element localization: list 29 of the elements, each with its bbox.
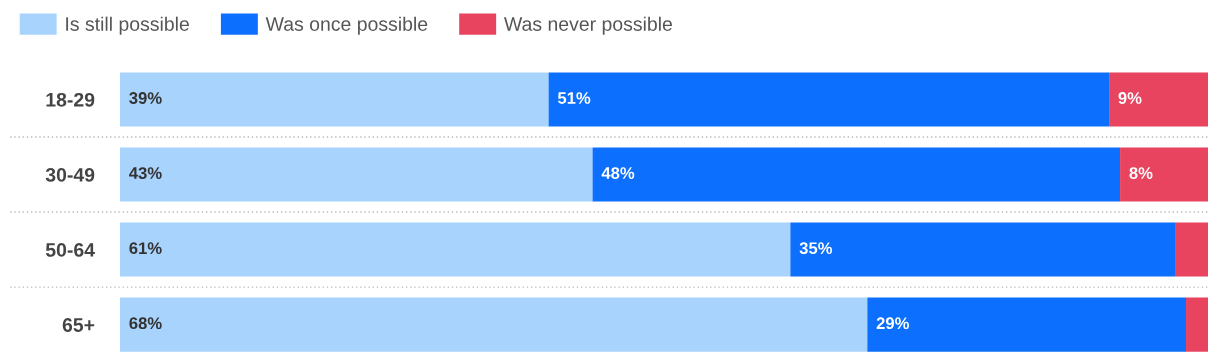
bar [1120,147,1208,202]
bar [1109,72,1208,127]
data-label: 8% [1129,167,1153,179]
data-label: 43% [129,167,162,179]
y-tick-label: 50-64 [45,243,95,257]
data-label: 35% [799,242,833,255]
bar [592,147,1121,202]
bar [548,72,1110,127]
bar [867,297,1187,352]
bar [120,72,549,127]
y-tick-label: 30-49 [45,167,95,182]
bar [120,222,791,277]
data-label: 68% [129,317,162,330]
data-label: 9% [1118,92,1142,104]
y-tick-label: 18-29 [46,92,95,107]
bar [120,147,593,202]
data-label: 39% [129,92,162,104]
data-label: 29% [876,317,910,330]
legend-label: Is still possible [66,16,189,35]
y-tick-label: 65+ [62,318,95,332]
data-label: 51% [557,92,591,104]
data-label: 61% [129,242,162,255]
bar [120,297,868,352]
bar [1175,222,1208,277]
legend-label: Was once possible [265,16,428,35]
legend-label: Was never possible [504,16,672,35]
bar [790,222,1176,277]
data-label: 48% [601,167,635,179]
bar [1186,297,1208,352]
